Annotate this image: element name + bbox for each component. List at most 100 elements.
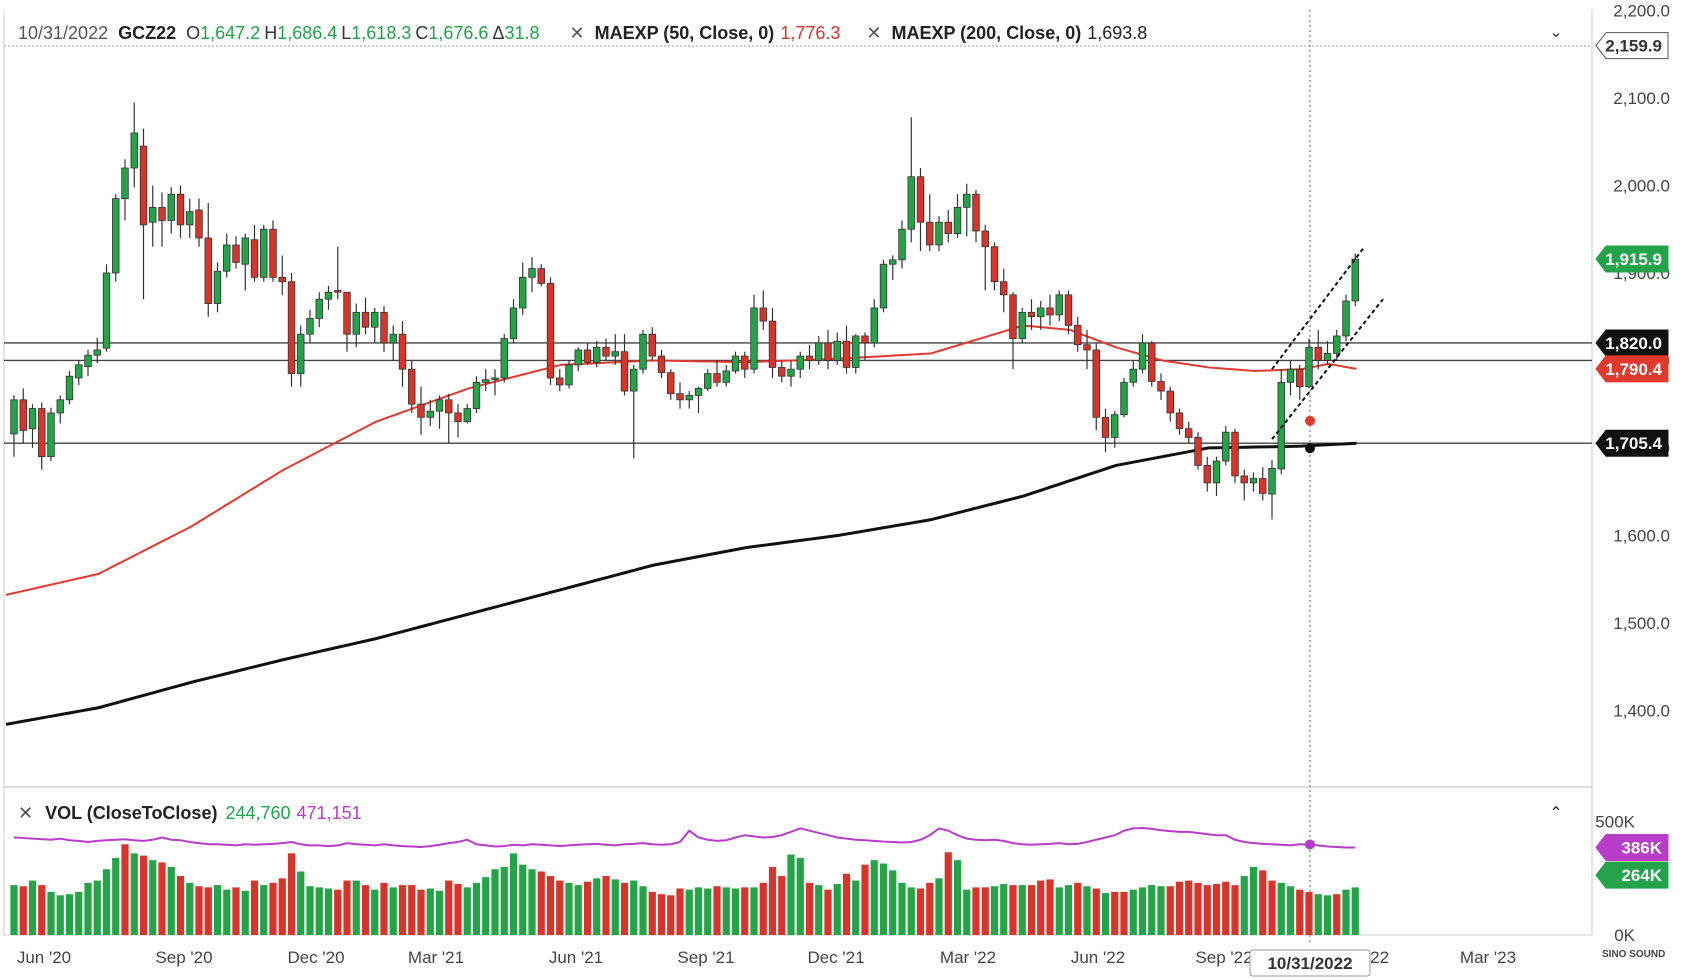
candle-body [130,132,138,169]
candle-body [731,355,740,372]
volume-bar [195,886,203,935]
chart-frame [3,10,1593,936]
ma50-value: 1,776.3 [780,22,841,43]
candle-body [1222,431,1230,462]
chart-legend: 10/31/2022 GCZ22 O 1,647.2 H 1,686.4 L 1… [18,20,1147,46]
volume-bar [417,889,425,935]
volume-bar [1009,885,1017,935]
volume-bar [121,844,129,935]
volume-badge: 386K [1621,838,1662,857]
legend-symbol[interactable]: GCZ22 [118,22,177,43]
time-axis: Jun '20 Sep '20 Dec '20 Mar '21 Jun '21 Sep '… [17,948,1516,967]
volume-bar [842,873,851,935]
volume-bar [741,887,749,935]
candle-body [990,246,999,283]
volume-bar [528,869,536,935]
volume-bar [38,885,46,935]
volume-bar [556,880,564,935]
legend-close: 1,676.6 [428,22,489,43]
volume-bar [463,887,471,935]
volume-bar [750,887,758,935]
volume-bar [870,860,878,935]
close-icon[interactable]: ✕ [866,22,882,43]
candle-body [1333,335,1341,354]
ma50-label[interactable]: MAEXP (50, Close, 0) [594,22,775,43]
volume-bar [1231,885,1239,935]
candle-body [287,281,296,374]
volume-bar [676,888,684,935]
volume-bar [408,885,416,935]
volume-title[interactable]: VOL (CloseToClose) [45,802,218,823]
volume-bar [519,864,527,935]
volume-bar [861,864,869,935]
legend-date: 10/31/2022 [18,22,109,43]
candle-body [519,276,527,309]
candle-body [426,410,434,418]
candle-body [389,333,397,344]
volume-bar [371,889,379,935]
volume-bar [990,886,999,935]
volume-bar [1046,879,1054,935]
volume-bar [648,891,656,935]
candle-body [815,342,823,361]
volume-bar [278,878,286,935]
volume-bar [713,886,721,935]
moving-averages [5,324,1357,726]
legend-change-key: Δ [492,22,505,43]
candle-body [1111,414,1119,438]
candle-body [935,221,943,246]
candle-body [1027,311,1036,318]
candle-body [158,206,166,221]
candle-body [213,270,222,304]
volume-bar [297,871,305,935]
candle-body [454,412,462,423]
volume-bar [167,866,175,935]
volume-bar [1092,888,1100,935]
close-icon[interactable]: ✕ [569,22,585,43]
volume-bar [10,885,18,935]
volume-bar [1138,887,1147,935]
candle-body [1064,294,1073,326]
candle-body [1342,300,1350,337]
volume-bar [250,880,259,935]
volume-bar [176,876,185,935]
candle-body [435,399,444,412]
candle-body [1194,437,1202,466]
volume-bar [546,876,555,935]
volume-bar [28,880,37,935]
ma200-label[interactable]: MAEXP (200, Close, 0) [891,22,1082,43]
candle-body [84,354,92,367]
candle-body [306,318,314,335]
candle-body [204,237,212,304]
volume-value-1: 244,760 [225,802,291,823]
chevron-up-icon[interactable]: ⌃ [1549,805,1563,822]
candle-body [1009,294,1017,339]
volume-bar [1120,891,1128,935]
crosshair-date-box [1249,949,1371,977]
candle-body [537,268,545,284]
price-badge-shape [1595,329,1669,357]
ema200-line [5,441,1357,726]
volume-badge: 264K [1621,866,1662,885]
chevron-down-icon[interactable]: ⌄ [1549,24,1563,41]
candle-body [445,399,453,414]
candle-body [889,259,897,265]
candle-body [139,145,148,226]
volume-badge-shape [1595,833,1669,861]
candle-body [102,272,111,349]
volume-bar [1351,887,1359,935]
candle-body [56,399,64,414]
volume-bar [482,877,490,935]
candle-body [223,244,231,272]
candle-body [232,244,240,263]
volume-bar [1333,894,1341,935]
volume-bar [158,862,166,935]
close-icon[interactable]: ✕ [18,802,34,823]
candle-body [1166,390,1174,414]
candle-body [269,228,277,278]
volume-bar [1018,885,1026,935]
volume-bar [186,882,194,935]
volume-bar [315,887,323,935]
candle-body [176,193,185,226]
